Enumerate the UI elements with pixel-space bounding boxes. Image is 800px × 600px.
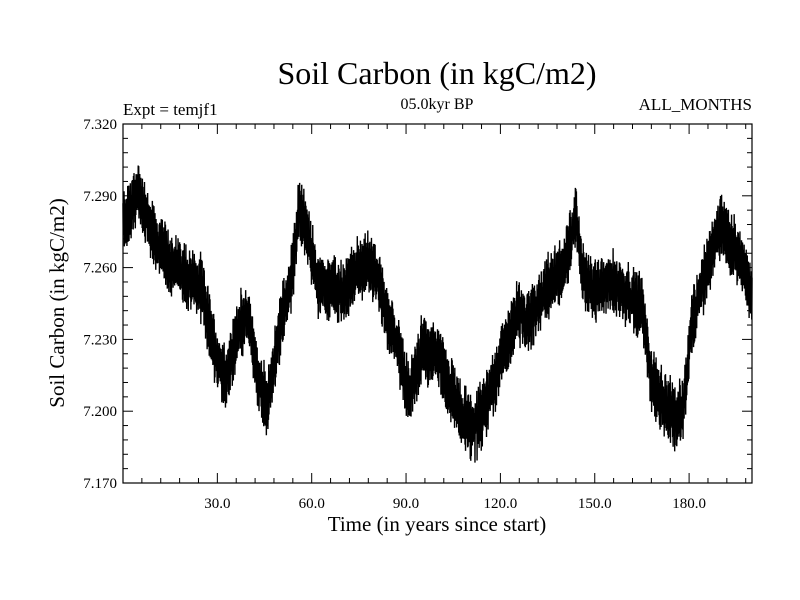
series-layer — [122, 165, 753, 463]
tick-layer: 7.170 7.200 7.230 7.260 7.290 7.320 30.0 60.0 90… — [83, 117, 752, 512]
y-tick-label: 7.200 — [83, 404, 117, 420]
y-tick-label: 7.170 — [83, 476, 117, 492]
x-tick-label: 90.0 — [393, 496, 419, 512]
y-tick-label: 7.260 — [83, 261, 117, 277]
y-tick-label: 7.290 — [83, 189, 117, 205]
y-tick-label: 7.320 — [83, 117, 117, 133]
chart-subtitle: 05.0kyr BP — [401, 96, 474, 113]
x-tick-label: 120.0 — [484, 496, 518, 512]
soil-carbon-series-line — [122, 165, 753, 463]
months-label: ALL_MONTHS — [639, 95, 752, 114]
chart-title: Soil Carbon (in kgC/m2) — [277, 55, 596, 91]
x-tick-label: 60.0 — [299, 496, 325, 512]
x-axis-label: Time (in years since start) — [328, 512, 547, 536]
plot-frame — [122, 123, 753, 484]
y-axis-label: Soil Carbon (in kgC/m2) — [45, 198, 69, 407]
y-tick-label: 7.230 — [83, 332, 117, 348]
x-tick-label: 30.0 — [204, 496, 230, 512]
x-tick-label: 180.0 — [672, 496, 706, 512]
x-tick-label: 150.0 — [578, 496, 612, 512]
expt-label: Expt = temjf1 — [123, 100, 218, 119]
